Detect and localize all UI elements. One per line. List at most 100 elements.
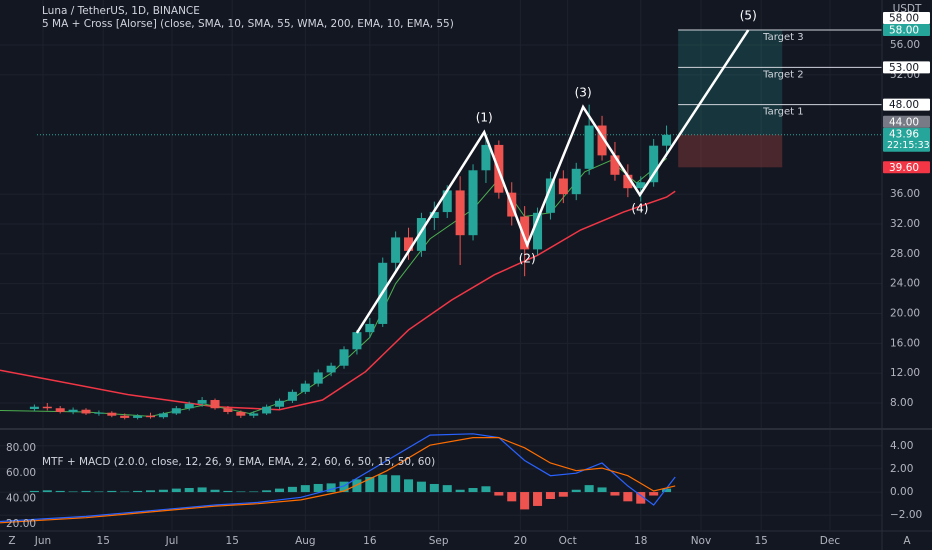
x-tick-label: 15	[754, 535, 767, 547]
candle-body	[133, 415, 143, 418]
x-tick-label: Jul	[165, 535, 179, 547]
y-tick-label: 16.00	[890, 337, 920, 349]
candle-body	[649, 145, 659, 183]
macd-title: MTF + MACD (2.0.0, close, 12, 26, 9, EMA…	[42, 456, 435, 468]
candle-body	[42, 406, 52, 409]
price-label-box	[883, 98, 930, 111]
histogram-bar	[429, 483, 439, 493]
histogram-bar	[520, 492, 530, 510]
price-label: 43.96	[889, 128, 919, 140]
candle-body	[352, 332, 362, 350]
candle-body	[623, 174, 633, 189]
histogram-bar	[416, 481, 426, 493]
candle-body	[145, 415, 156, 418]
histogram-bar	[391, 475, 401, 493]
x-tick-label: 18	[634, 535, 647, 547]
candle-body	[300, 383, 310, 392]
histogram-bar	[636, 492, 646, 504]
histogram-bar	[287, 486, 297, 493]
candle-body	[275, 400, 285, 407]
price-pane: Target 1 Target 2 Target 3	[0, 29, 882, 420]
y-tick-label: 20.00	[890, 308, 920, 320]
histogram-bar	[29, 490, 39, 493]
x-tick-label: 15	[97, 535, 110, 547]
candle-body	[481, 144, 491, 171]
candle-body	[662, 134, 672, 146]
candle-body	[365, 323, 375, 333]
x-tick-label: Oct	[559, 535, 577, 547]
candle-body	[313, 372, 323, 384]
x-tick-label: Dec	[820, 535, 841, 547]
x-tick-label: 16	[363, 535, 377, 547]
candle-body	[416, 218, 426, 251]
histogram-bar	[545, 492, 555, 500]
candle-body	[158, 413, 168, 418]
y-tick-label: 8.00	[890, 397, 913, 409]
histogram-bar	[300, 485, 310, 493]
chart-title: Luna / TetherUS, 1D, BINANCE	[42, 5, 200, 17]
candle-body	[584, 125, 594, 169]
price-label: 39.60	[889, 162, 919, 174]
y-tick-label: 56.00	[890, 39, 920, 51]
candle-body	[184, 403, 194, 409]
histogram-bar	[352, 479, 362, 493]
histogram-bar	[223, 490, 233, 493]
stop-zone	[678, 134, 783, 168]
y-tick-label: 28.00	[890, 248, 920, 260]
currency-label: USDT	[893, 3, 922, 15]
wave-label: (1)	[476, 111, 493, 125]
histogram-bar	[236, 491, 246, 493]
candle-body	[236, 411, 246, 416]
price-label-box	[883, 61, 930, 74]
histogram-bar	[171, 488, 181, 493]
candle-body	[210, 400, 220, 409]
axes: Jun 15 Jul 15 Aug 16 Sep 20 Oct 18 Nov 15 Dec 8.00 12.…	[6, 12, 930, 547]
profit-zone	[678, 30, 783, 135]
histogram-bar	[404, 479, 414, 493]
histogram-bar	[623, 492, 633, 502]
x-tick-label: 20	[514, 535, 527, 547]
histogram-bar	[610, 492, 620, 496]
x-tick-label: Aug	[295, 535, 316, 547]
histogram-bar	[197, 487, 207, 493]
logo-button[interactable]: Z	[8, 535, 15, 547]
grid	[0, 0, 882, 530]
candle-body	[197, 400, 207, 404]
candle-body	[94, 412, 104, 414]
target-label: Target 1	[762, 107, 803, 118]
macd-line	[0, 437, 676, 524]
wave-label: (5)	[740, 9, 757, 23]
candle-body	[545, 178, 555, 213]
histogram-bar	[120, 491, 130, 493]
candle-body	[287, 391, 297, 401]
countdown-label: 22:15:33	[887, 140, 930, 151]
histogram-bar	[571, 489, 581, 493]
y2-tick-label: 0.00	[890, 486, 913, 498]
histogram-bar	[55, 490, 65, 493]
price-label-box	[883, 127, 930, 152]
histogram-bar	[275, 488, 285, 493]
candle-body	[597, 125, 607, 156]
histogram-bar	[494, 492, 504, 496]
histogram-bar	[507, 492, 517, 502]
macd-pane	[0, 433, 676, 524]
indicator-title: 5 MA + Cross [Alorse] (close, SMA, 10, S…	[42, 18, 454, 30]
candle-body	[520, 216, 530, 250]
x-tick-label: Sep	[429, 535, 449, 547]
histogram-bar	[210, 489, 220, 493]
price-label-box	[883, 115, 930, 128]
histogram-bar	[313, 483, 323, 493]
y-tick-label: 40.00	[6, 493, 36, 505]
histogram-bar	[107, 490, 117, 493]
wave-label: (2)	[519, 251, 536, 265]
auto-scale-button[interactable]: A	[903, 535, 911, 547]
price-label: 53.00	[889, 62, 919, 74]
candle-body	[262, 406, 272, 414]
candle-body	[55, 408, 65, 412]
candle-body	[558, 178, 568, 195]
histogram-bar	[662, 488, 672, 493]
price-label-box	[883, 24, 930, 37]
histogram-bar	[468, 488, 478, 493]
y-tick-label: 36.00	[890, 188, 920, 200]
